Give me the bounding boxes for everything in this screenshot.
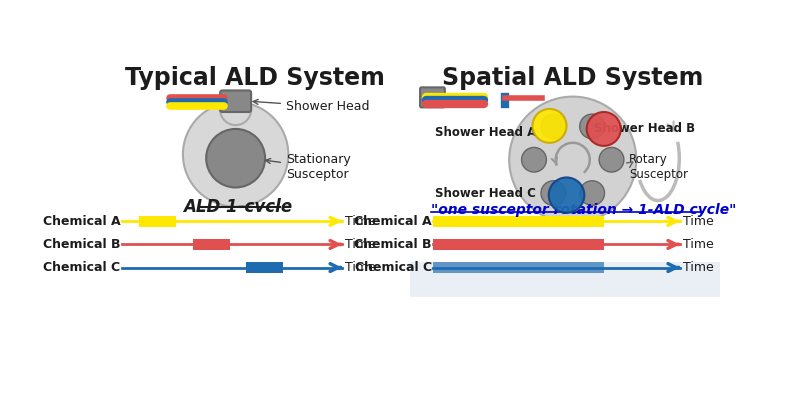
- Circle shape: [541, 114, 566, 139]
- Text: Chemical B: Chemical B: [42, 238, 120, 251]
- Bar: [193, 239, 230, 250]
- Bar: [434, 262, 604, 273]
- Circle shape: [509, 97, 636, 223]
- Circle shape: [183, 102, 288, 207]
- Bar: [434, 216, 604, 227]
- Text: Shower Head A: Shower Head A: [435, 126, 536, 139]
- Text: Rotary
Susceptor: Rotary Susceptor: [630, 153, 688, 181]
- Circle shape: [580, 181, 605, 205]
- Circle shape: [580, 114, 605, 139]
- Text: Chemical A: Chemical A: [354, 215, 432, 228]
- Circle shape: [522, 147, 546, 172]
- Text: Time: Time: [345, 238, 376, 251]
- Circle shape: [599, 147, 624, 172]
- Circle shape: [586, 112, 621, 146]
- Bar: [434, 239, 604, 250]
- Text: Chemical B: Chemical B: [354, 238, 432, 251]
- Text: Spatial ALD System: Spatial ALD System: [442, 66, 703, 90]
- Bar: [246, 262, 283, 273]
- Circle shape: [541, 181, 566, 205]
- FancyBboxPatch shape: [420, 87, 445, 108]
- Circle shape: [533, 109, 566, 143]
- Text: Shower Head B: Shower Head B: [594, 123, 695, 135]
- Circle shape: [206, 129, 265, 187]
- Circle shape: [549, 177, 584, 213]
- Bar: [138, 216, 176, 227]
- Bar: [410, 262, 720, 297]
- FancyBboxPatch shape: [220, 90, 251, 112]
- Text: Chemical C: Chemical C: [43, 261, 120, 274]
- Text: Chemical C: Chemical C: [354, 261, 432, 274]
- Text: Time: Time: [683, 238, 714, 251]
- Text: Chemical A: Chemical A: [42, 215, 120, 228]
- Text: Typical ALD System: Typical ALD System: [125, 66, 385, 90]
- Circle shape: [220, 94, 251, 125]
- Text: "one susceptor rotation → 1-ALD cycle": "one susceptor rotation → 1-ALD cycle": [431, 203, 736, 217]
- Text: Stationary
Susceptor: Stationary Susceptor: [266, 153, 350, 181]
- Text: Shower Head: Shower Head: [253, 100, 370, 113]
- Text: Time: Time: [683, 261, 714, 274]
- Text: Time: Time: [683, 215, 714, 228]
- Text: Shower Head C: Shower Head C: [435, 187, 536, 200]
- Text: Time: Time: [345, 261, 376, 274]
- Text: Time: Time: [345, 215, 376, 228]
- Text: ALD 1-cvcle: ALD 1-cvcle: [183, 198, 293, 216]
